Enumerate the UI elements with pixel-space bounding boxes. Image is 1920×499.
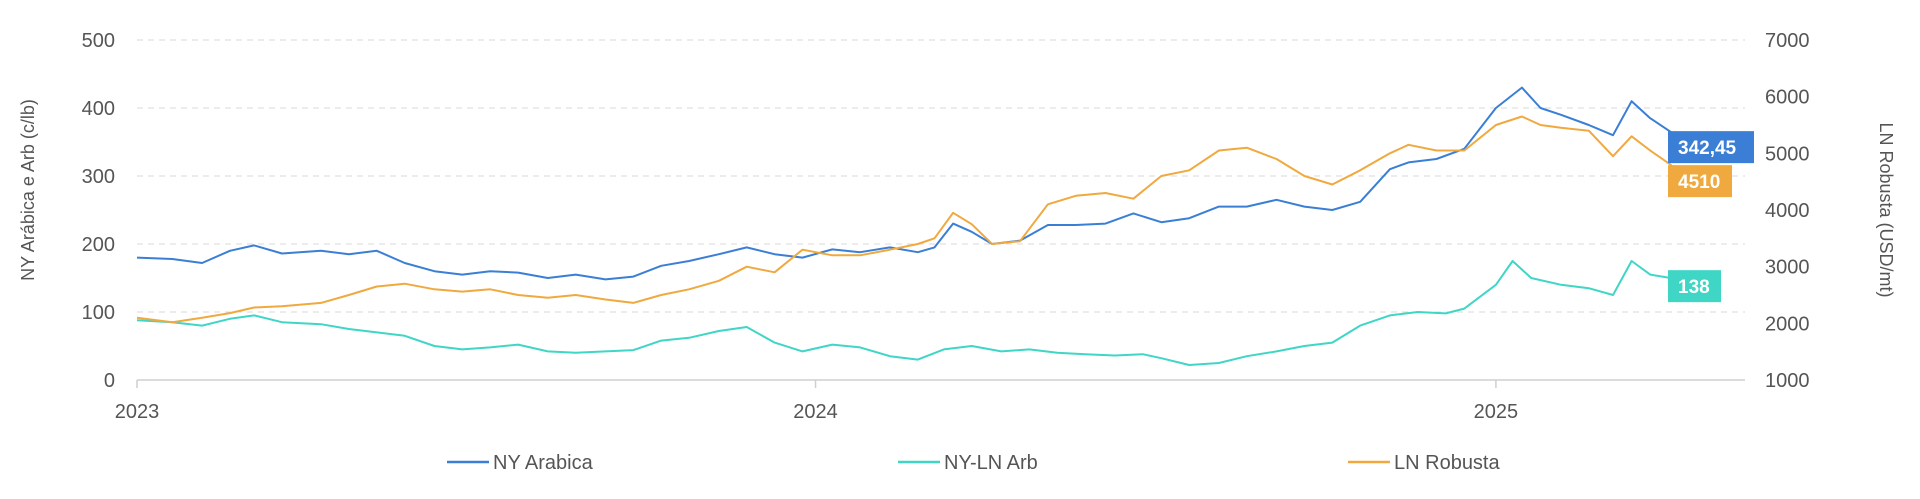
right-axis-title: LN Robusta (USD/mt) [1876, 122, 1896, 297]
left-tick-label: 0 [104, 370, 115, 392]
x-tick-label: 2023 [115, 401, 160, 423]
x-tick-label: 2025 [1474, 401, 1519, 423]
right-tick-label: 7000 [1765, 30, 1810, 52]
legend-label-0: NY Arabica [493, 452, 594, 474]
series-end-label-box-2 [1668, 165, 1732, 198]
series-end-label-box-0 [1668, 131, 1754, 164]
right-tick-label: 4000 [1765, 200, 1810, 222]
left-tick-label: 100 [82, 302, 115, 324]
x-tick-label: 2024 [793, 401, 838, 423]
end-labels: 342,45 4510 138 [1668, 131, 1754, 303]
left-tick-label: 500 [82, 30, 115, 52]
series-line-0 [136, 86, 1690, 281]
legend-label-1: NY-LN Arb [944, 452, 1038, 474]
right-tick-label: 6000 [1765, 87, 1810, 109]
series-end-label-1: 138 [1678, 277, 1710, 298]
series-end-label-2: 4510 [1678, 172, 1720, 193]
series-line-1 [136, 260, 1690, 366]
series-line-2 [136, 115, 1690, 324]
series-lines [136, 86, 1690, 366]
legend-label-2: LN Robusta [1394, 452, 1500, 474]
legend: NY Arabica NY-LN Arb LN Robusta [447, 452, 1500, 474]
right-tick-label: 3000 [1765, 257, 1810, 279]
right-tick-label: 5000 [1765, 143, 1810, 165]
gridlines [137, 39, 1745, 313]
series-end-label-0: 342,45 [1678, 138, 1737, 159]
left-tick-label: 400 [82, 98, 115, 120]
series-end-label-box-1 [1668, 270, 1721, 303]
left-axis-title: NY Arábica e Arb (c/lb) [18, 99, 38, 281]
right-tick-label: 2000 [1765, 313, 1810, 335]
right-tick-label: 1000 [1765, 370, 1810, 392]
left-tick-label: 300 [82, 166, 115, 188]
axes: 0 100 200 300 400 500 1000 2000 3000 4000 5000 6000… [82, 30, 1810, 423]
left-tick-label: 200 [82, 234, 115, 256]
